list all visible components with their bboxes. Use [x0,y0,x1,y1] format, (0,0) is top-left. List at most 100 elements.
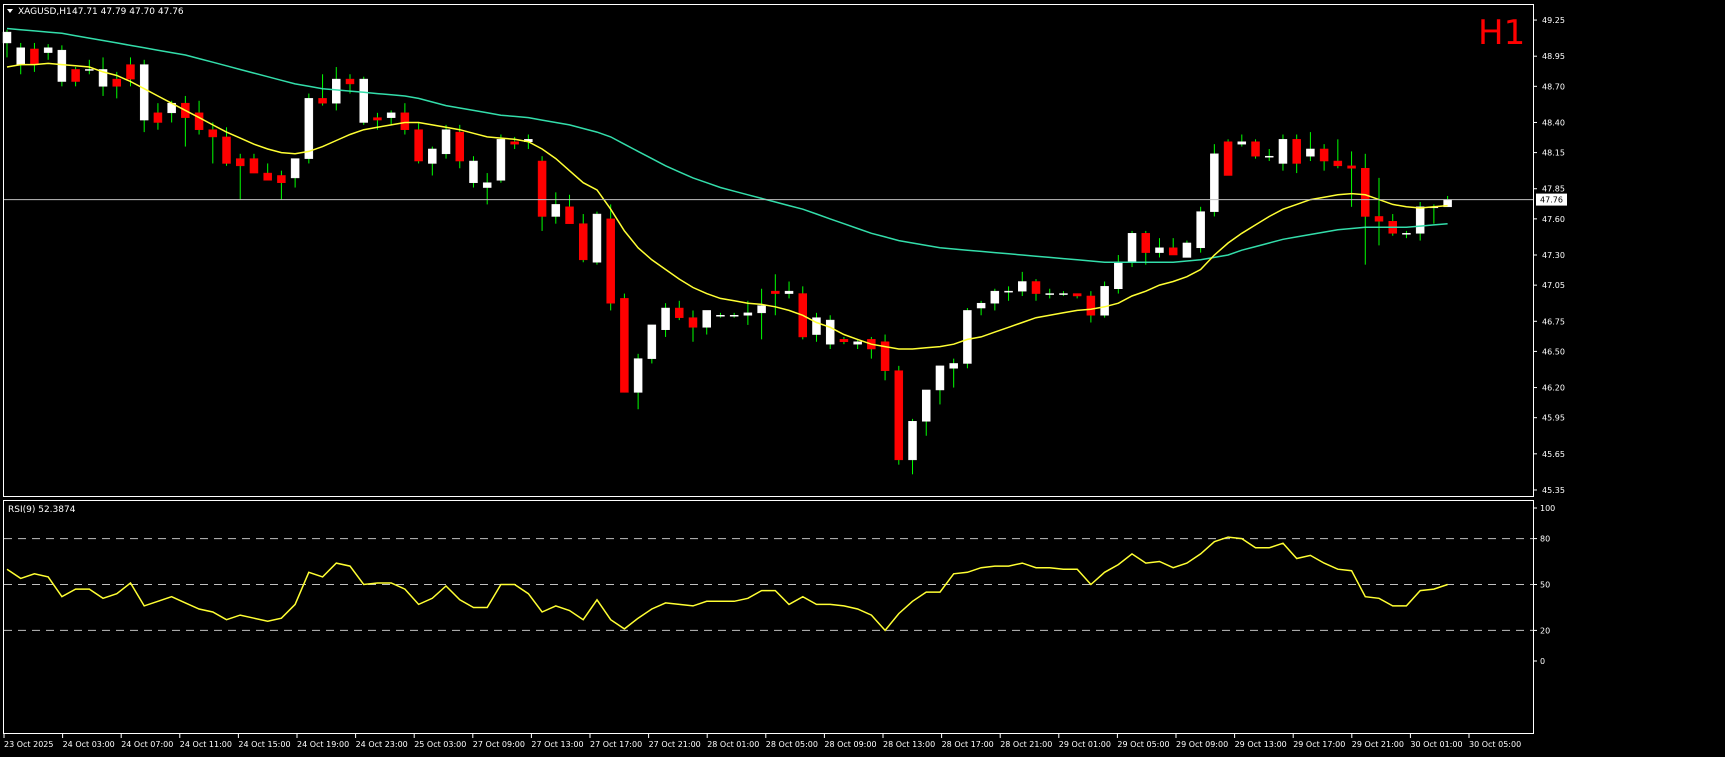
candle [345,74,355,94]
rsi-axis: 100 80 50 20 0 [1533,504,1555,666]
bull-candle-body [908,421,917,461]
price-tick-label: 46.75 [1542,317,1565,326]
candle [139,59,149,133]
symbol-menu-icon[interactable] [7,9,13,13]
bear-candle-body [839,339,849,343]
price-tick-label: 46.20 [1542,384,1565,393]
bear-candle-body [675,307,684,318]
bull-candle-body [935,365,945,391]
bull-candle-body [1210,153,1219,212]
candle [537,156,547,231]
bull-candle-body [469,160,478,183]
bull-candle-body [1018,281,1027,292]
time-tick-label: 24 Oct 15:00 [238,740,290,749]
candle [839,336,849,345]
bear-candle-body [1168,247,1178,256]
candle [1278,134,1288,171]
bear-candle-body [1374,216,1384,222]
candle [43,44,53,60]
bull-candle-body [359,78,368,123]
bull-candle-body [85,69,94,71]
bull-candle-body [757,305,766,314]
candle [880,334,890,381]
candle [496,134,506,183]
candle [1333,139,1343,169]
price-tick-label: 48.95 [1542,52,1565,61]
bear-candle-body [222,136,231,164]
bear-candle-body [249,158,259,174]
symbol-label: XAGUSD,H1 [18,7,72,17]
bull-candle-body [1114,261,1123,290]
candle [400,103,410,135]
time-tick-label: 27 Oct 21:00 [649,740,701,749]
bull-candle-body [633,358,643,393]
bull-candle-body [1155,247,1164,253]
bear-candle-body [688,317,698,328]
candle [606,204,615,311]
candle [894,365,904,465]
candle [578,214,588,263]
bear-candle-body [263,172,272,181]
candle [1223,139,1233,176]
candle [757,288,766,340]
bear-candle-body [414,129,423,162]
time-tick-label: 24 Oct 19:00 [297,740,349,749]
rsi-label: RSI(9) 52.3874 [8,505,76,515]
candle [825,315,835,349]
bull-candle-body [1059,293,1068,295]
candle [1347,151,1356,207]
bear-candle-body [1292,139,1301,164]
candle [98,57,108,96]
candle [428,146,437,176]
candle [1059,291,1068,296]
candle [414,122,423,164]
price-tick-label: 47.30 [1542,251,1565,260]
candle [290,158,300,188]
time-tick-label: 29 Oct 05:00 [1117,740,1169,749]
candle [1237,134,1247,147]
candle [71,67,80,87]
rsi-series [4,536,1533,632]
candle [318,74,327,106]
bull-candle-body [496,139,506,181]
candle [949,358,958,388]
time-tick-label: 30 Oct 05:00 [1469,740,1521,749]
bull-candle-body [825,319,835,345]
bull-candle-body [853,341,862,345]
candle [359,76,368,125]
bear-candle-body [345,78,355,85]
candle [798,286,808,340]
candle [1182,240,1192,258]
candle [702,310,711,335]
candle [716,312,725,318]
candle [784,281,794,299]
candle [1196,206,1205,253]
candle [1264,148,1274,162]
candle [208,122,218,164]
bear-candle-body [153,112,163,123]
candle [633,353,643,410]
bull-candle-body [1182,242,1192,258]
candle [688,310,698,342]
time-tick-label: 29 Oct 13:00 [1235,740,1287,749]
bull-candle-body [921,389,931,422]
bull-candle-body [702,310,711,328]
candle [277,170,286,200]
time-tick-label: 24 Oct 03:00 [63,740,115,749]
candle [249,153,259,174]
rsi-panel-frame [3,500,1534,734]
candle [386,110,396,125]
bull-candle-body [976,302,986,309]
candle [441,124,451,159]
candle [455,124,465,169]
bull-candle-body [1264,155,1274,158]
time-tick-label: 27 Oct 09:00 [473,740,525,749]
time-tick-label: 27 Oct 13:00 [531,740,583,749]
bull-candle-body [482,182,492,188]
candle [235,153,245,200]
bull-candle-body [990,290,1000,304]
bull-candle-body [43,47,53,53]
candle [1018,271,1027,296]
